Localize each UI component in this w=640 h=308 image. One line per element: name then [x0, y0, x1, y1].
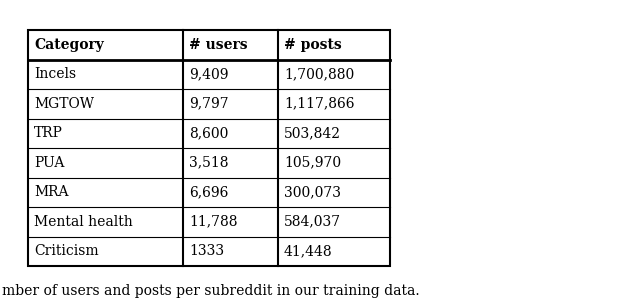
Text: mber of users and posts per subreddit in our training data.: mber of users and posts per subreddit in… — [2, 284, 420, 298]
Text: 11,788: 11,788 — [189, 215, 237, 229]
Text: 41,448: 41,448 — [284, 244, 333, 258]
Text: Mental health: Mental health — [34, 215, 132, 229]
Text: MGTOW: MGTOW — [34, 97, 94, 111]
Text: # posts: # posts — [284, 38, 342, 52]
Text: 9,409: 9,409 — [189, 67, 228, 81]
Text: Criticism: Criticism — [34, 244, 99, 258]
Text: 503,842: 503,842 — [284, 126, 341, 140]
Text: 1333: 1333 — [189, 244, 224, 258]
Text: Category: Category — [34, 38, 104, 52]
Text: 1,117,866: 1,117,866 — [284, 97, 355, 111]
Text: PUA: PUA — [34, 156, 65, 170]
Text: 105,970: 105,970 — [284, 156, 341, 170]
Text: TRP: TRP — [34, 126, 63, 140]
Text: MRA: MRA — [34, 185, 68, 199]
Text: 3,518: 3,518 — [189, 156, 228, 170]
Bar — [28, 30, 390, 266]
Text: 9,797: 9,797 — [189, 97, 228, 111]
Text: 300,073: 300,073 — [284, 185, 341, 199]
Text: 6,696: 6,696 — [189, 185, 228, 199]
Text: # users: # users — [189, 38, 248, 52]
Text: Incels: Incels — [34, 67, 76, 81]
Text: 584,037: 584,037 — [284, 215, 341, 229]
Text: 8,600: 8,600 — [189, 126, 228, 140]
Text: 1,700,880: 1,700,880 — [284, 67, 355, 81]
